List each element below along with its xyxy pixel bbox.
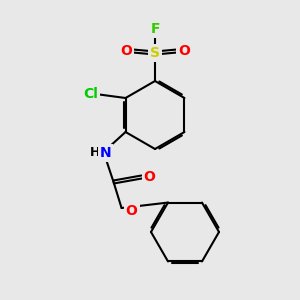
Text: N: N — [100, 146, 111, 160]
Text: O: O — [126, 204, 137, 218]
Text: Cl: Cl — [83, 87, 98, 101]
Text: O: O — [178, 44, 190, 58]
Text: O: O — [144, 170, 155, 184]
Text: F: F — [150, 22, 160, 36]
Text: H: H — [90, 146, 101, 160]
Text: O: O — [120, 44, 132, 58]
Text: S: S — [150, 46, 160, 60]
